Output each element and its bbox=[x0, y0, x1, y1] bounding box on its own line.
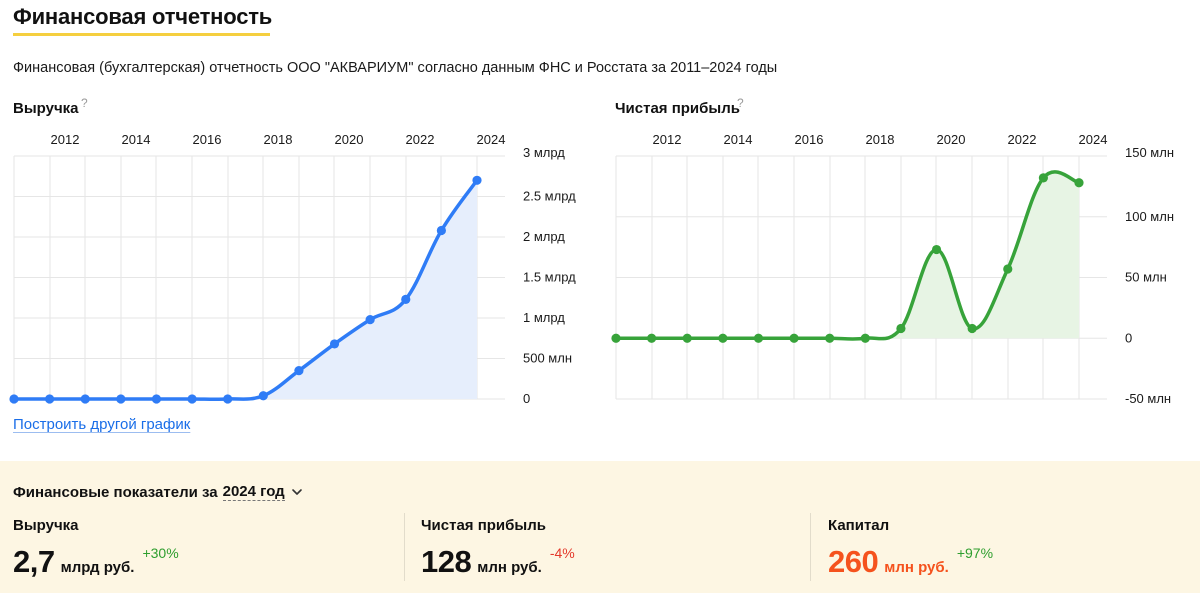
metric-unit: млн руб. bbox=[477, 559, 542, 576]
profit-help-icon[interactable]: ? bbox=[737, 96, 744, 110]
profit-area-fill bbox=[616, 171, 1079, 340]
metric-label: Чистая прибыль bbox=[421, 517, 546, 534]
profit-data-point bbox=[718, 333, 728, 343]
revenue-data-point bbox=[116, 394, 126, 404]
revenue-y-tick-label: 1 млрд bbox=[523, 310, 565, 325]
metric-label: Капитал bbox=[828, 517, 890, 534]
revenue-data-point bbox=[9, 394, 19, 404]
revenue-help-icon[interactable]: ? bbox=[81, 96, 88, 110]
profit-data-point bbox=[1003, 264, 1013, 274]
revenue-data-point bbox=[45, 394, 55, 404]
metric-unit: млрд руб. bbox=[60, 559, 135, 576]
profit-data-point bbox=[860, 333, 870, 343]
profit-x-tick-label: 2012 bbox=[653, 132, 682, 147]
revenue-y-tick-label: 0 bbox=[523, 391, 530, 406]
profit-y-tick-label: 150 млн bbox=[1125, 145, 1174, 160]
revenue-y-tick-label: 3 млрд bbox=[523, 145, 565, 160]
financial-indicators-panel: Финансовые показатели за 2024 год Выручк… bbox=[0, 461, 1200, 593]
revenue-data-point bbox=[436, 225, 446, 236]
profit-data-point bbox=[1074, 178, 1084, 188]
metric-value: 2,7 bbox=[13, 544, 55, 579]
revenue-data-point bbox=[472, 175, 482, 185]
profit-data-point bbox=[825, 333, 835, 343]
profit-y-tick-label: 100 млн bbox=[1125, 209, 1174, 224]
profit-chart-title: Чистая прибыль bbox=[615, 100, 740, 117]
metric-change: +97% bbox=[956, 545, 994, 561]
metric-net-profit: Чистая прибыль 128 млн руб. -4% bbox=[421, 517, 575, 583]
revenue-data-point bbox=[151, 394, 162, 404]
revenue-chart-title: Выручка bbox=[13, 100, 79, 117]
profit-data-point bbox=[611, 333, 621, 343]
revenue-data-point bbox=[401, 294, 411, 304]
metric-change: +30% bbox=[142, 545, 179, 561]
profit-x-tick-label: 2018 bbox=[866, 132, 895, 147]
revenue-data-point bbox=[223, 394, 233, 404]
revenue-data-point bbox=[329, 339, 340, 349]
metric-value: 260 bbox=[828, 544, 879, 579]
profit-data-point bbox=[682, 333, 692, 343]
chevron-down-icon[interactable] bbox=[291, 486, 303, 498]
revenue-y-tick-label: 2 млрд bbox=[523, 229, 565, 244]
revenue-data-point bbox=[294, 366, 304, 376]
metric-divider bbox=[810, 513, 811, 581]
profit-x-tick-label: 2024 bbox=[1079, 132, 1108, 147]
profit-data-point bbox=[789, 333, 799, 343]
revenue-x-tick-label: 2014 bbox=[122, 132, 151, 147]
revenue-x-tick-label: 2024 bbox=[477, 132, 506, 147]
profit-data-point bbox=[647, 333, 657, 343]
revenue-data-point bbox=[365, 315, 375, 325]
metric-change: -4% bbox=[549, 545, 575, 561]
metric-value: 128 bbox=[421, 544, 472, 579]
title-underline bbox=[13, 33, 270, 36]
revenue-y-tick-label: 500 млн bbox=[523, 351, 572, 366]
revenue-data-point bbox=[80, 394, 90, 404]
metric-capital: Капитал 260 млн руб. +97% bbox=[828, 517, 993, 583]
revenue-data-point bbox=[187, 394, 197, 404]
metric-revenue: Выручка 2,7 млрд руб. +30% bbox=[13, 517, 179, 583]
profit-data-point bbox=[1038, 173, 1048, 183]
metric-divider bbox=[404, 513, 405, 581]
revenue-x-tick-label: 2018 bbox=[264, 132, 293, 147]
period-selector[interactable]: Финансовые показатели за 2024 год bbox=[13, 483, 303, 501]
profit-x-tick-label: 2020 bbox=[937, 132, 966, 147]
profit-x-tick-label: 2022 bbox=[1008, 132, 1037, 147]
revenue-x-tick-label: 2012 bbox=[51, 132, 80, 147]
period-year-dropdown[interactable]: 2024 год bbox=[222, 483, 285, 501]
charts-canvas: 3 млрд 2.5 млрд 2 млрд 1.5 млрд 1 млрд 500 мл… bbox=[9, 132, 1174, 406]
revenue-x-tick-label: 2020 bbox=[335, 132, 364, 147]
profit-x-tick-label: 2016 bbox=[795, 132, 824, 147]
profit-data-point bbox=[896, 323, 906, 334]
revenue-data-point bbox=[258, 391, 268, 401]
revenue-y-tick-label: 2.5 млрд bbox=[523, 189, 576, 204]
metric-label: Выручка bbox=[13, 517, 79, 534]
profit-y-tick-label: 0 bbox=[1125, 330, 1132, 345]
profit-data-point bbox=[753, 333, 764, 343]
revenue-x-tick-label: 2016 bbox=[193, 132, 222, 147]
revenue-y-tick-label: 1.5 млрд bbox=[523, 270, 576, 285]
profit-data-point bbox=[967, 323, 977, 334]
page-subtitle: Финансовая (бухгалтерская) отчетность ОО… bbox=[13, 60, 778, 76]
profit-x-tick-label: 2014 bbox=[724, 132, 753, 147]
build-another-chart-link[interactable]: Построить другой график bbox=[13, 416, 191, 433]
profit-y-tick-label: 50 млн bbox=[1125, 270, 1167, 285]
profit-y-tick-label: -50 млн bbox=[1125, 391, 1171, 406]
page-title-block: Финансовая отчетность bbox=[13, 4, 272, 30]
page-title: Финансовая отчетность bbox=[13, 4, 273, 29]
profit-data-point bbox=[931, 244, 942, 255]
period-heading: Финансовые показатели за bbox=[13, 483, 218, 501]
revenue-x-tick-label: 2022 bbox=[406, 132, 435, 147]
metric-unit: млн руб. bbox=[884, 559, 949, 576]
revenue-area-fill bbox=[14, 180, 477, 400]
